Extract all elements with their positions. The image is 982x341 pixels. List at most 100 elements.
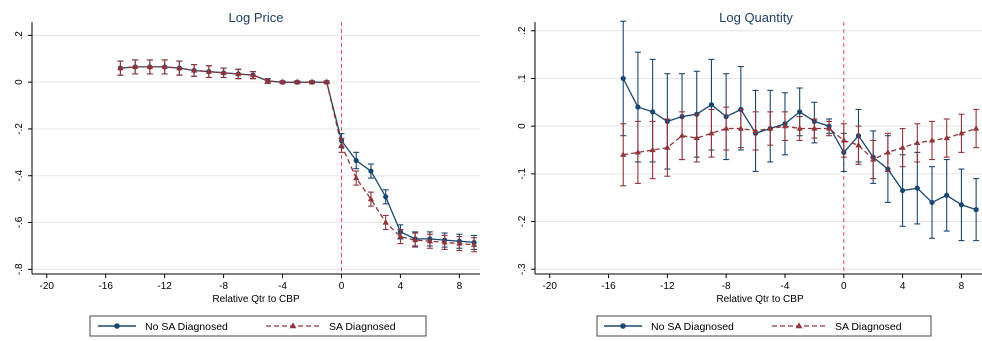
data-point xyxy=(650,109,656,115)
x-tick-label: 4 xyxy=(900,281,906,292)
data-point xyxy=(737,125,744,131)
data-point xyxy=(899,144,906,150)
data-point xyxy=(220,69,227,75)
data-point xyxy=(323,78,330,85)
x-tick-label: -20 xyxy=(40,281,55,292)
legend-label-sa: SA Diagnosed xyxy=(835,321,902,333)
plot-area xyxy=(117,22,478,274)
data-point xyxy=(264,77,271,84)
data-point xyxy=(929,199,935,206)
data-point xyxy=(958,202,965,208)
data-point xyxy=(367,195,375,202)
y-tick-label: -.8 xyxy=(14,263,25,275)
data-point xyxy=(781,122,789,129)
data-point xyxy=(870,156,877,162)
data-point xyxy=(825,125,833,131)
data-point xyxy=(855,141,862,148)
data-point xyxy=(471,241,478,247)
chart-title: Log Price xyxy=(229,10,284,25)
data-point xyxy=(723,125,730,131)
legend: No SA Diagnosed SA Diagnosed xyxy=(89,315,427,337)
y-tick-label: .1 xyxy=(517,74,528,83)
data-point xyxy=(767,125,774,131)
data-point xyxy=(368,168,374,174)
data-point xyxy=(191,67,198,73)
data-point xyxy=(338,141,345,148)
x-tick-label: 0 xyxy=(339,281,345,292)
x-axis: -20 -16 -12 -8 -4 0 4 8 xyxy=(535,273,982,292)
grid-lines xyxy=(535,30,982,270)
data-point xyxy=(796,125,803,131)
data-point xyxy=(426,237,433,244)
data-point xyxy=(353,157,359,164)
x-tick-label: 8 xyxy=(959,281,965,292)
series-line xyxy=(120,66,475,244)
x-axis: -20 -16 -12 -8 -4 0 4 8 xyxy=(32,273,480,292)
data-point xyxy=(235,70,242,77)
legend-box xyxy=(89,315,427,337)
y-axis: .2 0 -.2 -.4 -.6 -.8 xyxy=(14,22,33,275)
data-point xyxy=(693,134,700,141)
data-point xyxy=(620,151,627,157)
data-point xyxy=(397,233,404,239)
data-point xyxy=(943,134,950,141)
series-sa-diagnosed xyxy=(117,59,478,253)
x-tick-label: -12 xyxy=(660,281,675,292)
legend-marker-sa xyxy=(289,322,297,329)
data-point xyxy=(634,148,642,155)
data-point xyxy=(708,102,715,108)
y-tick-label: .2 xyxy=(14,31,25,40)
data-point xyxy=(279,78,286,85)
data-point xyxy=(205,68,212,74)
y-tick-label: 0 xyxy=(14,79,25,85)
data-point xyxy=(973,125,980,131)
series-sa-diagnosed xyxy=(620,106,980,187)
x-tick-label: -16 xyxy=(601,281,616,292)
data-point xyxy=(620,75,626,82)
legend-marker-no-sa xyxy=(620,323,626,329)
y-tick-label: -.1 xyxy=(517,168,528,180)
data-point xyxy=(294,78,301,85)
panel-log-price: Log Price .2 0 -.2 -.4 -.6 -.8 -20 -16 -12 -8 -4 0… xyxy=(14,10,480,337)
data-point xyxy=(176,64,183,71)
x-tick-label: -4 xyxy=(781,281,790,292)
x-tick-label: -8 xyxy=(219,281,228,292)
legend-label-no-sa: No SA Diagnosed xyxy=(145,321,228,333)
data-point xyxy=(797,109,803,115)
data-point xyxy=(146,63,153,70)
data-point xyxy=(944,192,950,198)
data-point xyxy=(973,207,979,213)
y-axis: .2 .1 0 -.1 -.2 -.3 xyxy=(517,22,536,275)
data-point xyxy=(117,64,124,71)
x-tick-label: -16 xyxy=(98,281,113,292)
data-point xyxy=(383,194,389,200)
x-tick-label: -20 xyxy=(542,281,557,292)
grid-lines xyxy=(32,34,480,270)
data-point xyxy=(635,104,641,110)
data-point xyxy=(664,144,671,150)
data-point xyxy=(678,132,686,138)
data-point xyxy=(161,63,168,70)
x-axis-label: Relative Qtr to CBP xyxy=(716,294,804,305)
data-point xyxy=(708,129,715,136)
data-point xyxy=(412,236,419,243)
data-point xyxy=(132,63,139,70)
y-tick-label: .2 xyxy=(517,26,528,35)
data-point xyxy=(249,71,257,78)
data-point xyxy=(441,239,448,245)
data-point xyxy=(456,240,463,246)
data-point xyxy=(382,219,389,225)
y-tick-label: -.2 xyxy=(517,215,528,227)
legend-box xyxy=(596,315,932,337)
x-tick-label: -12 xyxy=(157,281,172,292)
data-point xyxy=(649,146,656,153)
x-tick-label: 4 xyxy=(398,281,404,292)
y-tick-label: -.3 xyxy=(517,263,528,275)
data-point xyxy=(914,185,920,191)
y-tick-label: -.2 xyxy=(14,123,25,135)
legend-marker-sa xyxy=(795,322,803,329)
legend-label-no-sa: No SA Diagnosed xyxy=(651,321,734,333)
panel-log-quantity: Log Quantity .2.10-.1-.2-.3 -20 -16 -12 -8-… xyxy=(517,10,982,337)
x-tick-label: 0 xyxy=(841,281,847,292)
